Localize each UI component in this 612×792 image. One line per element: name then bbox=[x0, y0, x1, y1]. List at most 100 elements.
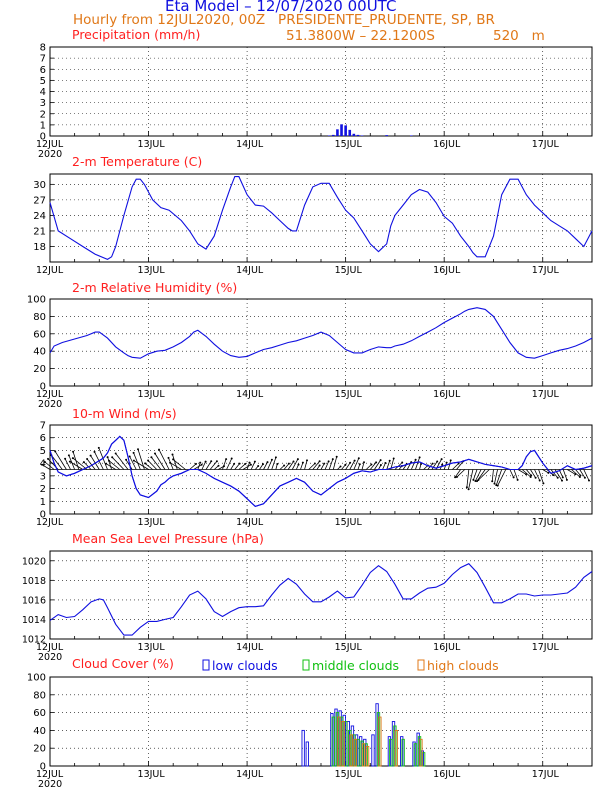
wind-barb bbox=[571, 469, 581, 478]
wind-barb-head bbox=[556, 476, 559, 479]
wind-barb-head bbox=[171, 453, 174, 456]
wind-barb bbox=[193, 464, 202, 470]
cloud-bar-high-clouds bbox=[337, 716, 341, 767]
wind-barb bbox=[478, 469, 490, 481]
wind-barb bbox=[226, 458, 233, 470]
wind-barb bbox=[349, 460, 355, 470]
wind-barb-head bbox=[108, 459, 110, 462]
wind-barb bbox=[133, 452, 141, 470]
wind-barb bbox=[452, 463, 459, 470]
wind-barb bbox=[283, 463, 290, 470]
y-tick-label: 18 bbox=[33, 242, 46, 253]
wind-barb-head bbox=[477, 479, 480, 481]
x-day-label: 15JUL bbox=[335, 139, 363, 150]
wind-barb bbox=[328, 458, 334, 470]
x-day-label: 14JUL bbox=[236, 517, 264, 528]
wind-barb bbox=[201, 461, 206, 470]
precip-bar bbox=[348, 129, 352, 136]
wind-barb-head bbox=[552, 474, 555, 477]
wind-barb-head bbox=[249, 463, 252, 466]
wind-barb bbox=[44, 461, 55, 470]
wind-barb bbox=[271, 457, 277, 470]
wind-barb bbox=[133, 460, 149, 470]
wind-barb-head bbox=[54, 450, 57, 453]
wind-barb-head bbox=[431, 462, 434, 465]
wind-barb bbox=[205, 460, 212, 470]
wind-barb-head bbox=[357, 457, 360, 460]
panel-frame bbox=[49, 550, 593, 640]
x-year-label: 2020 bbox=[38, 149, 62, 160]
x-day-label: 12JUL bbox=[36, 265, 64, 276]
x-day-label: 14JUL bbox=[236, 769, 264, 780]
wind-barb-head bbox=[238, 462, 241, 465]
x-day-label: 13JUL bbox=[138, 769, 166, 780]
wind-barb-head bbox=[384, 462, 387, 464]
y-tick-label: 1014 bbox=[22, 615, 46, 626]
wind-barb bbox=[494, 469, 498, 484]
y-tick-label: 7 bbox=[40, 421, 46, 432]
y-tick-label: 6 bbox=[40, 433, 46, 444]
wind-barb bbox=[365, 464, 372, 470]
wind-barb bbox=[468, 469, 474, 490]
wind-barb-head bbox=[388, 459, 391, 462]
wind-barb bbox=[158, 449, 170, 470]
wind-barb bbox=[495, 469, 503, 486]
panel-frame bbox=[49, 676, 593, 767]
x-day-label: 12JUL bbox=[36, 139, 64, 150]
wind-barb bbox=[263, 461, 268, 470]
wind-barb-head bbox=[86, 458, 89, 460]
wind-barb-head bbox=[154, 452, 156, 455]
y-tick-label: 40 bbox=[33, 726, 46, 737]
wind-barb-head bbox=[454, 476, 457, 479]
wind-barb-head bbox=[215, 460, 218, 463]
wind-barb-head bbox=[128, 455, 131, 458]
x-day-label: 13JUL bbox=[138, 517, 166, 528]
chart-subtitle-coords: 51.3800W – 22.1200S bbox=[286, 28, 435, 44]
wind-barb-head bbox=[542, 482, 545, 485]
wind-barb-head bbox=[588, 479, 590, 482]
panel-rh bbox=[49, 298, 593, 387]
wind-barb-head bbox=[491, 480, 494, 483]
wind-barb bbox=[542, 469, 549, 474]
wind-barb-head bbox=[64, 457, 67, 460]
wind-barb-head bbox=[379, 464, 382, 466]
panel-frame bbox=[49, 173, 593, 263]
wind-barb-head bbox=[195, 462, 197, 465]
legend-swatch bbox=[302, 659, 310, 671]
wind-barb bbox=[583, 469, 590, 481]
wind-barb bbox=[454, 469, 461, 478]
y-tick-label: 0 bbox=[40, 510, 46, 521]
wind-barb-head bbox=[217, 464, 220, 467]
wind-barb-head bbox=[323, 462, 326, 465]
cloud-bar-high-clouds bbox=[365, 745, 370, 767]
wind-barb-head bbox=[583, 476, 586, 479]
wind-barb-head bbox=[41, 463, 44, 466]
precip-bar bbox=[360, 135, 364, 136]
chart-main-title: Eta Model – 12/07/2020 00UTC bbox=[165, 0, 397, 15]
wind-barb-head bbox=[111, 456, 114, 459]
cloud-bar-high-clouds bbox=[378, 716, 382, 767]
wind-barb-head bbox=[344, 463, 347, 466]
x-day-label: 17JUL bbox=[532, 517, 560, 528]
wind-barb-head bbox=[244, 462, 247, 465]
wind-barb-head bbox=[114, 452, 117, 455]
legend-label: middle clouds bbox=[312, 658, 399, 673]
y-tick-label: 0 bbox=[40, 132, 46, 143]
wind-barb bbox=[111, 457, 125, 470]
wind-barb-head bbox=[401, 461, 404, 464]
y-tick-label: 100 bbox=[27, 295, 46, 306]
y-tick-label: 3 bbox=[40, 471, 46, 482]
wind-barb-head bbox=[496, 484, 499, 487]
x-day-label: 14JUL bbox=[236, 642, 264, 653]
wind-barb bbox=[534, 469, 541, 481]
wind-barb-head bbox=[283, 464, 286, 467]
wind-barb bbox=[125, 459, 133, 470]
wind-barb bbox=[54, 451, 67, 470]
y-tick-label: 30 bbox=[33, 180, 46, 191]
wind-barb-head bbox=[276, 463, 279, 465]
series-line-temp bbox=[49, 176, 593, 261]
series-line-wind-top bbox=[49, 435, 593, 508]
wind-barb bbox=[431, 461, 438, 470]
wind-barb bbox=[562, 469, 568, 481]
y-tick-label: 1020 bbox=[22, 556, 46, 567]
